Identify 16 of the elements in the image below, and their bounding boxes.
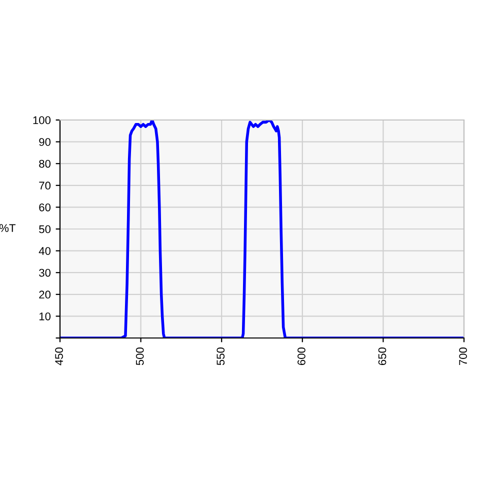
y-tick-label: 20 <box>39 290 51 299</box>
y-tick-label: 80 <box>39 160 51 168</box>
y-tick-label: 50 <box>39 225 51 234</box>
y-tick-label: 100 <box>33 116 51 124</box>
y-tick-label: 40 <box>38 247 51 255</box>
y-tick-label: 30 <box>39 268 51 277</box>
y-tick-label: 90 <box>39 138 51 146</box>
y-tick-label: 60 <box>39 203 51 212</box>
x-tick-label: 500 <box>136 347 144 366</box>
x-tick-label: 650 <box>378 347 386 365</box>
y-tick-label: 10 <box>39 312 51 320</box>
x-tick-label: 700 <box>459 347 467 365</box>
y-tick-label: 70 <box>39 182 51 190</box>
x-tick-label: 450 <box>55 347 63 366</box>
x-tick-label: 600 <box>298 347 306 365</box>
x-tick-label: 550 <box>216 347 225 366</box>
